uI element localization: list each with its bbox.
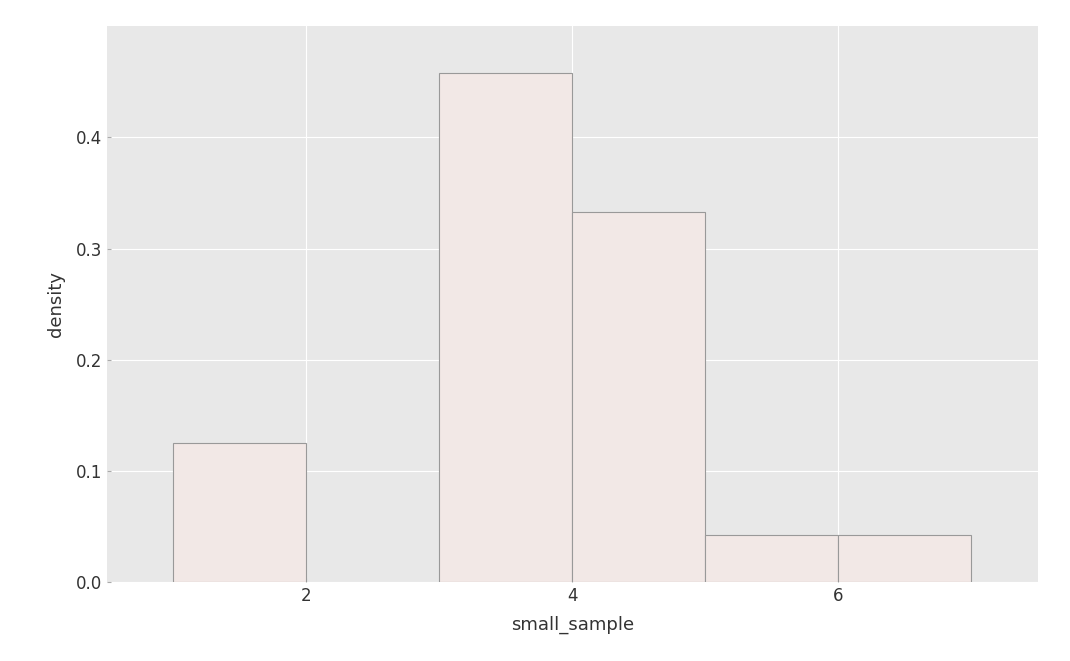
Bar [572, 212, 705, 582]
Bar [705, 535, 839, 582]
X-axis label: small_sample: small_sample [510, 615, 635, 634]
Bar [173, 443, 306, 582]
Bar [839, 535, 972, 582]
Bar [440, 73, 572, 582]
Y-axis label: density: density [47, 271, 64, 337]
